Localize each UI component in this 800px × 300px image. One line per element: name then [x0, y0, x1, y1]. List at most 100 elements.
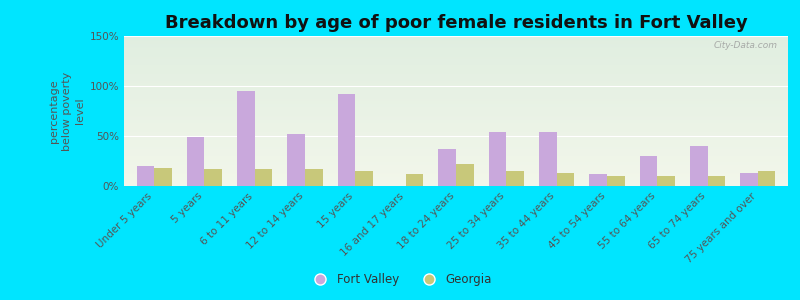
Bar [758, 171, 775, 186]
Bar [124, 132, 788, 134]
Bar [124, 169, 788, 171]
Bar [406, 174, 423, 186]
Bar [124, 110, 788, 111]
Bar [124, 103, 788, 105]
Bar [124, 159, 788, 160]
Bar [124, 167, 788, 168]
Bar [506, 171, 524, 186]
Bar [124, 142, 788, 144]
Bar [287, 134, 305, 186]
Bar [124, 114, 788, 116]
Bar [124, 164, 788, 165]
Bar [124, 39, 788, 40]
Bar [707, 176, 725, 186]
Bar [124, 84, 788, 86]
Bar [124, 85, 788, 87]
Bar [124, 80, 788, 81]
Bar [124, 116, 788, 117]
Bar [438, 149, 456, 186]
Bar [124, 171, 788, 172]
Bar [124, 126, 788, 128]
Bar [124, 184, 788, 186]
Bar [305, 169, 322, 186]
Bar [124, 156, 788, 158]
Bar [254, 169, 272, 186]
Bar [124, 176, 788, 177]
Bar [124, 162, 788, 164]
Bar [124, 144, 788, 146]
Bar [124, 69, 788, 70]
Bar [124, 60, 788, 61]
Bar [124, 168, 788, 170]
Bar [124, 128, 788, 129]
Bar [124, 93, 788, 94]
Bar [124, 46, 788, 48]
Bar [124, 58, 788, 60]
Bar [124, 56, 788, 57]
Bar [690, 146, 707, 186]
Bar [124, 180, 788, 182]
Bar [124, 135, 788, 136]
Bar [124, 90, 788, 92]
Bar [124, 52, 788, 54]
Bar [124, 105, 788, 106]
Bar [124, 111, 788, 112]
Bar [187, 137, 205, 186]
Bar [124, 174, 788, 176]
Bar [124, 148, 788, 150]
Bar [124, 152, 788, 153]
Bar [338, 94, 355, 186]
Bar [137, 166, 154, 186]
Bar [124, 63, 788, 64]
Bar [124, 54, 788, 56]
Bar [124, 108, 788, 110]
Bar [124, 160, 788, 162]
Legend: Fort Valley, Georgia: Fort Valley, Georgia [304, 269, 496, 291]
Bar [124, 124, 788, 126]
Bar [124, 165, 788, 166]
Bar [658, 176, 675, 186]
Bar [124, 66, 788, 68]
Bar [124, 94, 788, 96]
Bar [590, 174, 607, 186]
Bar [124, 158, 788, 159]
Bar [124, 42, 788, 44]
Bar [124, 68, 788, 69]
Bar [124, 78, 788, 80]
Bar [124, 178, 788, 180]
Bar [124, 70, 788, 72]
Bar [124, 182, 788, 183]
Bar [124, 96, 788, 98]
Bar [124, 88, 788, 90]
Bar [154, 168, 172, 186]
Bar [124, 102, 788, 104]
Bar [124, 87, 788, 88]
Bar [124, 150, 788, 152]
Bar [124, 51, 788, 52]
Bar [124, 154, 788, 156]
Bar [124, 98, 788, 99]
Y-axis label: percentage
below poverty
level: percentage below poverty level [49, 71, 86, 151]
Bar [237, 91, 254, 186]
Bar [124, 38, 788, 39]
Bar [124, 153, 788, 154]
Bar [124, 72, 788, 74]
Bar [456, 164, 474, 186]
Bar [124, 117, 788, 118]
Bar [124, 146, 788, 147]
Title: Breakdown by age of poor female residents in Fort Valley: Breakdown by age of poor female resident… [165, 14, 747, 32]
Bar [124, 118, 788, 120]
Bar [124, 129, 788, 130]
Bar [124, 82, 788, 84]
Bar [124, 61, 788, 63]
Bar [124, 57, 788, 58]
Bar [124, 40, 788, 42]
Bar [740, 173, 758, 186]
Bar [124, 75, 788, 76]
Bar [124, 112, 788, 114]
Bar [640, 156, 658, 186]
Bar [124, 120, 788, 122]
Bar [124, 177, 788, 178]
Bar [124, 122, 788, 123]
Bar [557, 173, 574, 186]
